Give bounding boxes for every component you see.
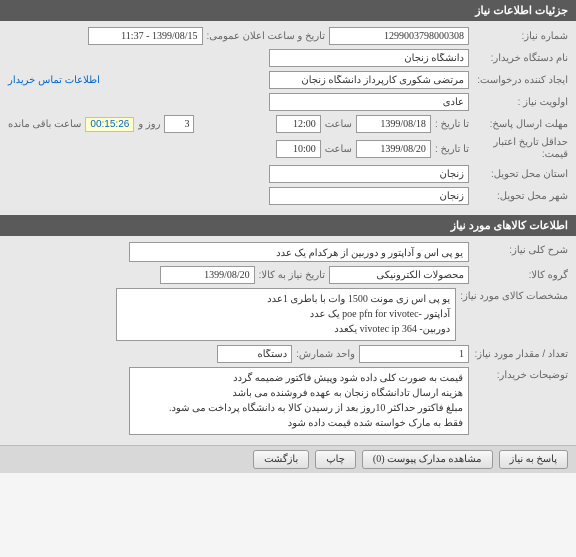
input-response-time[interactable] xyxy=(276,115,321,133)
label-buyer-notes: توضیحات خریدار: xyxy=(473,367,568,381)
input-delivery-city[interactable] xyxy=(269,187,469,205)
section-header-goods: اطلاعات كالاهای مورد نیاز xyxy=(0,215,576,236)
details-form: شماره نیاز: تاریخ و ساعت اعلان عمومی: نا… xyxy=(0,21,576,215)
goods-form: شرح کلی نیاز: یو پی اس و آداپتور و دوربی… xyxy=(0,236,576,445)
row-buyer-org: نام دستگاه خریدار: xyxy=(8,49,568,67)
label-goods-group: گروه کالا: xyxy=(473,270,568,281)
label-to-date-2: تا تاریخ : xyxy=(435,144,469,155)
input-delivery-state[interactable] xyxy=(269,165,469,183)
back-button[interactable]: بازگشت xyxy=(253,450,309,469)
label-requester: ایجاد کننده درخواست: xyxy=(473,75,568,86)
label-response-deadline: مهلت ارسال پاسخ: xyxy=(473,119,568,130)
row-requester: ایجاد کننده درخواست: اطلاعات تماس خریدار xyxy=(8,71,568,89)
row-goods-spec: مشخصات کالای مورد نیاز: یو پی اس زی مونت… xyxy=(8,288,568,341)
button-bar: پاسخ به نیاز مشاهده مدارک پیوست (0) چاپ … xyxy=(0,445,576,473)
print-button[interactable]: چاپ xyxy=(315,450,356,469)
row-response-deadline: مهلت ارسال پاسخ: تا تاریخ : ساعت روز و 0… xyxy=(8,115,568,133)
label-need-number: شماره نیاز: xyxy=(473,31,568,42)
row-goods-group: گروه کالا: تاریخ نیاز به کالا: xyxy=(8,266,568,284)
label-need-by-date: تاریخ نیاز به کالا: xyxy=(259,270,325,281)
input-buyer-org[interactable] xyxy=(269,49,469,67)
label-to-date-1: تا تاریخ : xyxy=(435,119,469,130)
input-goods-group[interactable] xyxy=(329,266,469,284)
label-need-title: شرح کلی نیاز: xyxy=(473,242,568,256)
textarea-need-title[interactable]: یو پی اس و آداپتور و دوربین از هرکدام یک… xyxy=(129,242,469,262)
label-delivery-city: شهر محل تحویل: xyxy=(473,191,568,202)
input-response-date[interactable] xyxy=(356,115,431,133)
textarea-buyer-notes[interactable]: قیمت به صورت کلی داده شود وپیش فاکتور ضم… xyxy=(129,367,469,435)
input-need-by-date[interactable] xyxy=(160,266,255,284)
respond-button[interactable]: پاسخ به نیاز xyxy=(499,450,569,469)
textarea-goods-spec[interactable]: یو پی اس زی مونت 1500 وات با باطری 1عدد … xyxy=(116,288,456,341)
row-need-title: شرح کلی نیاز: یو پی اس و آداپتور و دوربی… xyxy=(8,242,568,262)
label-qty: تعداد / مقدار مورد نیاز: xyxy=(473,349,568,360)
input-priority[interactable] xyxy=(269,93,469,111)
label-unit: واحد شمارش: xyxy=(296,349,355,360)
label-validity: حداقل تاریخ اعتبار قیمت: xyxy=(473,137,568,161)
input-days-remaining[interactable] xyxy=(164,115,194,133)
row-validity-deadline: حداقل تاریخ اعتبار قیمت: تا تاریخ : ساعت xyxy=(8,137,568,161)
label-goods-spec: مشخصات کالای مورد نیاز: xyxy=(460,288,568,302)
input-qty[interactable] xyxy=(359,345,469,363)
input-need-number[interactable] xyxy=(329,27,469,45)
input-requester[interactable] xyxy=(269,71,469,89)
row-delivery-city: شهر محل تحویل: xyxy=(8,187,568,205)
label-delivery-state: استان محل تحویل: xyxy=(473,169,568,180)
label-hours-remain: ساعت باقی مانده xyxy=(8,119,81,130)
label-time-1: ساعت xyxy=(325,119,352,130)
label-priority: اولویت نیاز : xyxy=(473,97,568,108)
label-time-2: ساعت xyxy=(325,144,352,155)
row-delivery-state: استان محل تحویل: xyxy=(8,165,568,183)
label-buyer-org: نام دستگاه خریدار: xyxy=(473,53,568,64)
section-header-details: جزئیات اطلاعات نیاز xyxy=(0,0,576,21)
input-validity-time[interactable] xyxy=(276,140,321,158)
label-public-announce: تاریخ و ساعت اعلان عمومی: xyxy=(207,31,326,42)
label-validity-1: حداقل تاریخ اعتبار xyxy=(493,137,568,148)
row-priority: اولویت نیاز : xyxy=(8,93,568,111)
input-public-announce[interactable] xyxy=(88,27,203,45)
link-buyer-contact[interactable]: اطلاعات تماس خریدار xyxy=(8,75,100,86)
row-buyer-notes: توضیحات خریدار: قیمت به صورت کلی داده شو… xyxy=(8,367,568,435)
row-qty: تعداد / مقدار مورد نیاز: واحد شمارش: xyxy=(8,345,568,363)
view-offers-button[interactable]: مشاهده مدارک پیوست (0) xyxy=(362,450,493,469)
input-unit[interactable] xyxy=(217,345,292,363)
row-need-number: شماره نیاز: تاریخ و ساعت اعلان عمومی: xyxy=(8,27,568,45)
countdown-timer: 00:15:26 xyxy=(85,117,134,132)
label-days-and: روز و xyxy=(138,119,160,130)
label-validity-2: قیمت: xyxy=(542,149,568,160)
input-validity-date[interactable] xyxy=(356,140,431,158)
